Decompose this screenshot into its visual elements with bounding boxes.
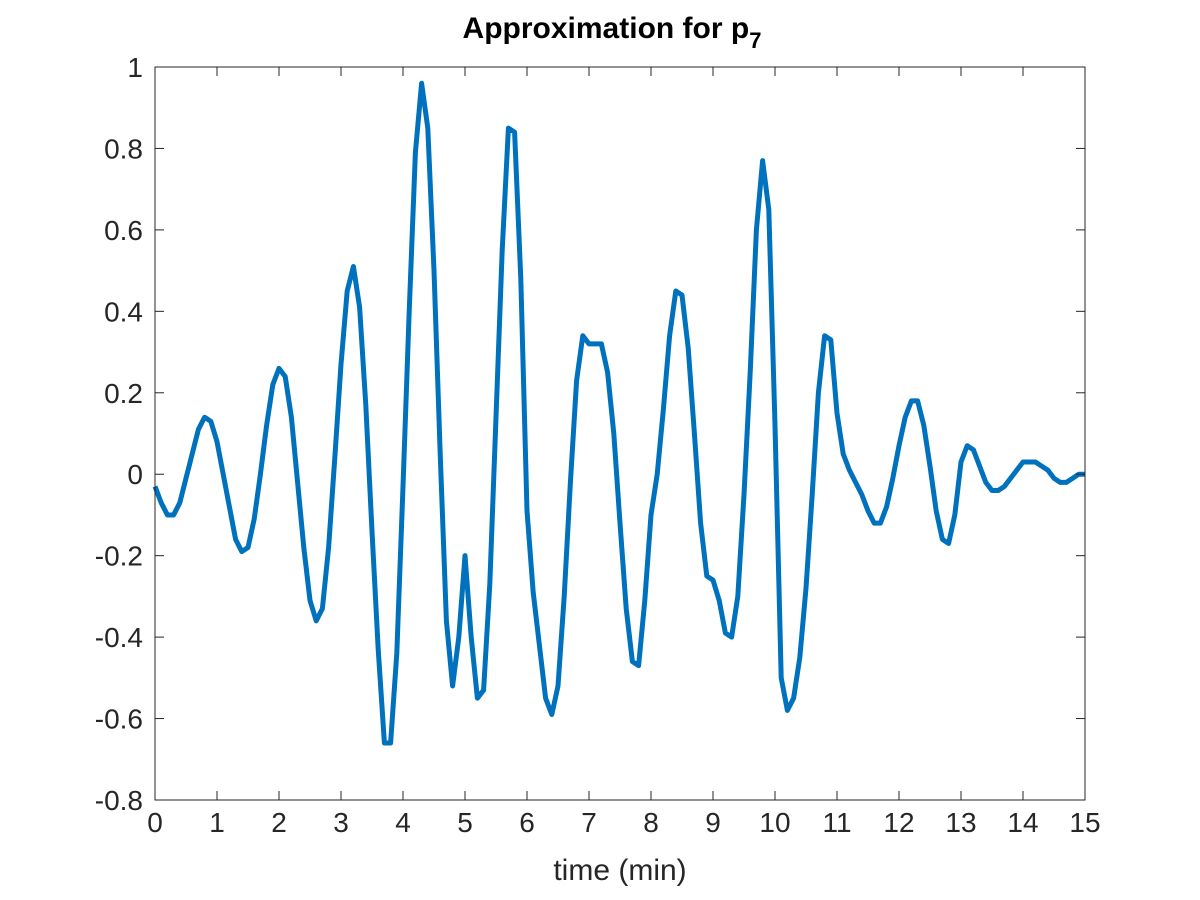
chart-title-main: Approximation for p [463, 12, 750, 45]
x-tick-label: 2 [271, 807, 287, 838]
x-tick-label: 10 [759, 807, 790, 838]
y-tick-label: 1 [127, 52, 143, 83]
x-tick-label: 9 [705, 807, 721, 838]
chart-title-subscript: 7 [749, 28, 761, 53]
x-tick-label: 1 [209, 807, 225, 838]
y-tick-label: 0.2 [104, 378, 143, 409]
x-tick-label: 13 [945, 807, 976, 838]
x-tick-label: 0 [147, 807, 163, 838]
x-tick-label: 7 [581, 807, 597, 838]
x-tick-label: 5 [457, 807, 473, 838]
axes-box [154, 66, 1086, 801]
x-tick-label: 15 [1069, 807, 1100, 838]
x-tick-label: 8 [643, 807, 659, 838]
plot-area [155, 67, 1085, 800]
y-tick-label: -0.8 [95, 785, 143, 816]
x-axis-label: time (min) [553, 854, 686, 887]
y-tick-label: 0.4 [104, 296, 143, 327]
y-tick-label: 0 [127, 459, 143, 490]
x-tick-label: 4 [395, 807, 411, 838]
series-layer [152, 80, 1085, 746]
y-tick-label: 0.6 [104, 215, 143, 246]
x-tick-label: 14 [1007, 807, 1038, 838]
x-tick-label: 6 [519, 807, 535, 838]
y-tick-label: -0.4 [95, 622, 143, 653]
y-tick-label: -0.2 [95, 541, 143, 572]
series-line [152, 80, 1085, 746]
y-tick-label: 0.8 [104, 133, 143, 164]
x-axis: 0 1 2 3 4 5 6 7 8 9 10 11 12 13 14 15 [147, 67, 1101, 838]
chart-title: Approximation for p7 [463, 12, 762, 53]
y-tick-label: -0.6 [95, 704, 143, 735]
y-axis: -0.8 -0.6 -0.4 -0.2 0 0.2 0.4 0.6 0.8 1 [95, 52, 1085, 816]
x-tick-label: 11 [822, 807, 851, 838]
x-tick-label: 12 [883, 807, 914, 838]
x-tick-label: 3 [333, 807, 349, 838]
